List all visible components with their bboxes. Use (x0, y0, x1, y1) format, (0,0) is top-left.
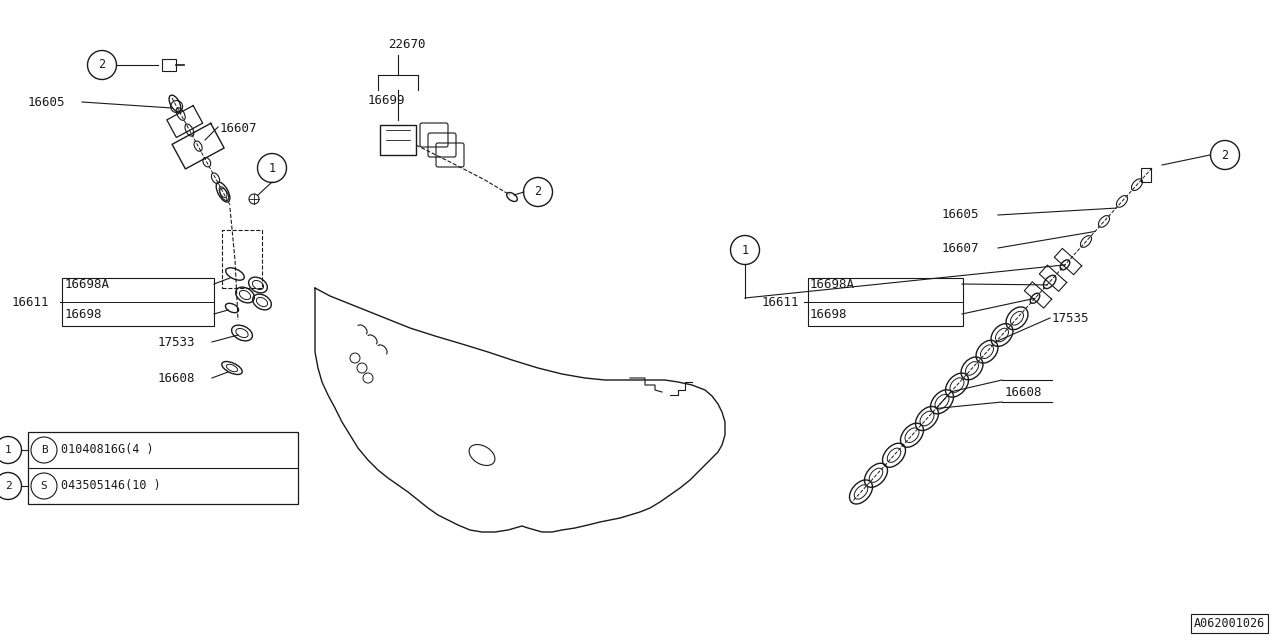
Bar (28, 432, 298, 504)
Text: 16607: 16607 (942, 241, 979, 255)
Text: 1: 1 (269, 161, 275, 175)
Text: A062001026: A062001026 (1194, 617, 1265, 630)
Text: 16605: 16605 (942, 209, 979, 221)
Text: 16699: 16699 (369, 93, 406, 106)
Text: S: S (41, 481, 47, 491)
Text: 16608: 16608 (1005, 385, 1042, 399)
Text: 043505146(10 ): 043505146(10 ) (61, 479, 161, 493)
Text: 2: 2 (1221, 148, 1229, 161)
Text: 16698A: 16698A (65, 278, 110, 291)
Text: 17535: 17535 (1052, 312, 1089, 324)
Text: 16611: 16611 (12, 296, 50, 308)
Text: 1: 1 (5, 445, 12, 455)
Text: 16605: 16605 (28, 95, 65, 109)
Text: 2: 2 (5, 481, 12, 491)
Text: 16698: 16698 (810, 307, 847, 321)
Text: 2: 2 (99, 58, 105, 72)
Text: 1: 1 (741, 243, 749, 257)
Text: 16611: 16611 (762, 296, 800, 308)
Text: 22670: 22670 (388, 38, 425, 51)
Text: 17533: 17533 (157, 335, 196, 349)
Text: 2: 2 (535, 186, 541, 198)
Text: 16698: 16698 (65, 307, 102, 321)
Text: 01040816G(4 ): 01040816G(4 ) (61, 444, 154, 456)
Text: 16607: 16607 (220, 122, 257, 134)
Text: B: B (41, 445, 47, 455)
Text: 16698A: 16698A (810, 278, 855, 291)
Text: 16608: 16608 (157, 371, 196, 385)
